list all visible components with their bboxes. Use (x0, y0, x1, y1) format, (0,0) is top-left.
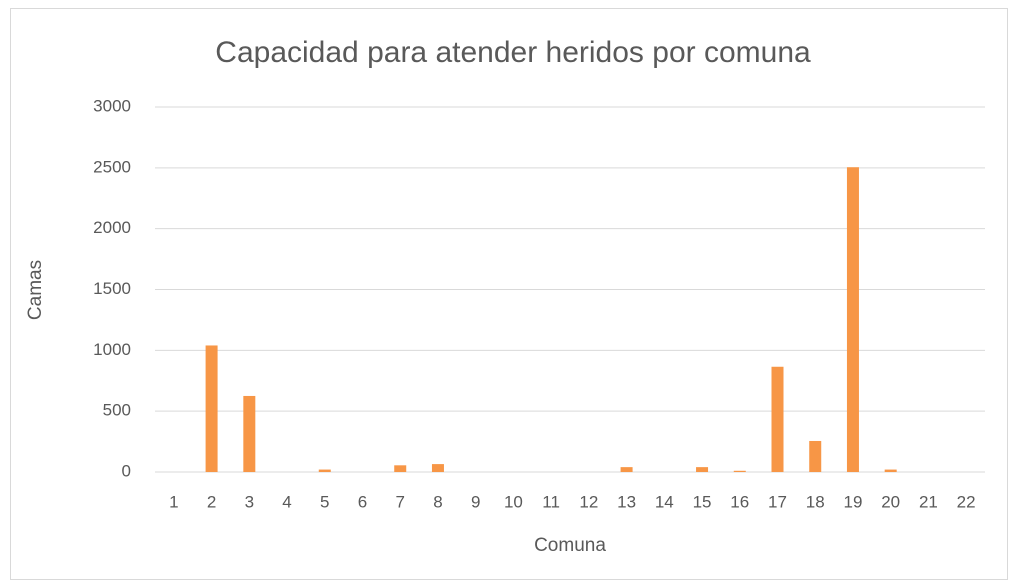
x-tick-label: 12 (579, 492, 598, 511)
bar (205, 345, 218, 472)
x-tick-label: 6 (358, 492, 367, 511)
chart-title: Capacidad para atender heridos por comun… (215, 36, 811, 69)
x-tick-label: 16 (730, 492, 749, 511)
x-tick-label: 2 (207, 492, 216, 511)
x-axis-label: Comuna (534, 535, 606, 556)
x-tick-label: 7 (395, 492, 404, 511)
bar (884, 469, 897, 472)
bar (620, 467, 633, 472)
x-tick-label: 22 (957, 492, 976, 511)
bar (431, 464, 444, 472)
bar (771, 366, 784, 472)
x-tick-label: 4 (282, 492, 291, 511)
bar (243, 395, 256, 472)
x-tick-label: 10 (504, 492, 523, 511)
x-tick-label: 3 (245, 492, 254, 511)
bar (318, 469, 331, 472)
x-tick-label: 15 (693, 492, 712, 511)
x-tick-label: 9 (471, 492, 480, 511)
x-tick-label: 21 (919, 492, 938, 511)
bar (696, 467, 709, 472)
y-tick-label: 0 (122, 461, 131, 480)
bar (809, 440, 822, 472)
y-tick-label: 2000 (93, 218, 131, 237)
x-tick-label: 20 (881, 492, 900, 511)
x-tick-label: 13 (617, 492, 636, 511)
x-tick-label: 19 (843, 492, 862, 511)
bar (846, 167, 859, 472)
x-tick-label: 8 (433, 492, 442, 511)
x-tick-label: 17 (768, 492, 787, 511)
y-tick-label: 2500 (93, 157, 131, 176)
y-tick-label: 1500 (93, 279, 131, 298)
y-tick-label: 3000 (93, 96, 131, 115)
y-tick-label: 1000 (93, 340, 131, 359)
y-tick-label: 500 (103, 401, 131, 420)
x-tick-label: 5 (320, 492, 329, 511)
x-tick-label: 11 (542, 492, 560, 511)
bar (733, 470, 746, 472)
chart-frame (10, 8, 1008, 580)
y-axis-label: Camas (25, 260, 46, 320)
bar (394, 465, 407, 472)
x-tick-label: 14 (655, 492, 674, 511)
x-tick-label: 1 (169, 492, 178, 511)
x-tick-label: 18 (806, 492, 825, 511)
